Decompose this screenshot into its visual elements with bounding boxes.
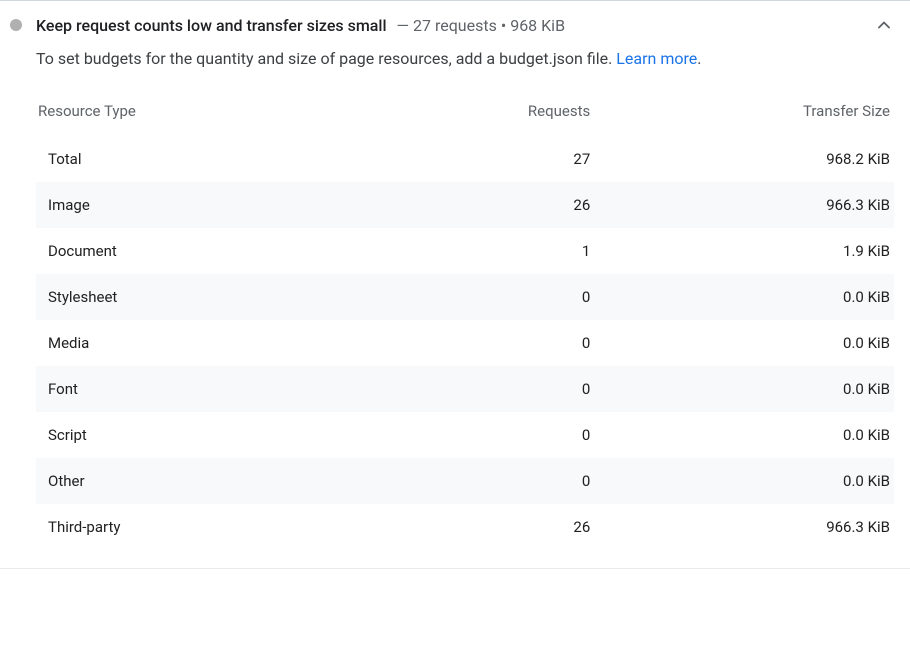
cell-type: Font [36,366,448,412]
cell-size: 0.0 KiB [602,366,894,412]
table-row: Image 26 966.3 KiB [36,182,894,228]
table-row: Script 0 0.0 KiB [36,412,894,458]
table-body: Total 27 968.2 KiB Image 26 966.3 KiB Do… [36,136,894,550]
cell-requests: 0 [448,274,602,320]
chevron-up-icon [874,15,894,35]
cell-requests: 26 [448,182,602,228]
table-header-row: Resource Type Requests Transfer Size [36,92,894,136]
cell-requests: 0 [448,366,602,412]
learn-more-link[interactable]: Learn more [616,49,697,68]
cell-requests: 0 [448,412,602,458]
cell-size: 0.0 KiB [602,274,894,320]
column-header-requests: Requests [448,92,602,136]
cell-requests: 1 [448,228,602,274]
description-text: To set budgets for the quantity and size… [36,49,616,68]
cell-type: Other [36,458,448,504]
table-row: Total 27 968.2 KiB [36,136,894,182]
cell-size: 966.3 KiB [602,504,894,550]
cell-type: Third-party [36,504,448,550]
audit-panel: Keep request counts low and transfer siz… [0,0,910,569]
audit-body: To set budgets for the quantity and size… [0,49,910,568]
table-row: Other 0 0.0 KiB [36,458,894,504]
cell-size: 968.2 KiB [602,136,894,182]
description-suffix: . [697,49,701,68]
table-row: Stylesheet 0 0.0 KiB [36,274,894,320]
cell-size: 0.0 KiB [602,412,894,458]
cell-type: Image [36,182,448,228]
cell-requests: 0 [448,320,602,366]
table-row: Document 1 1.9 KiB [36,228,894,274]
table-row: Media 0 0.0 KiB [36,320,894,366]
cell-type: Total [36,136,448,182]
summary-text: 27 requests • 968 KiB [413,16,565,35]
cell-type: Document [36,228,448,274]
cell-size: 0.0 KiB [602,458,894,504]
cell-size: 966.3 KiB [602,182,894,228]
cell-type: Script [36,412,448,458]
column-header-type: Resource Type [36,92,448,136]
resource-table: Resource Type Requests Transfer Size Tot… [36,92,894,550]
cell-size: 0.0 KiB [602,320,894,366]
cell-size: 1.9 KiB [602,228,894,274]
audit-summary: — 27 requests • 968 KiB [393,16,565,35]
cell-type: Media [36,320,448,366]
cell-requests: 27 [448,136,602,182]
cell-requests: 26 [448,504,602,550]
table-row: Font 0 0.0 KiB [36,366,894,412]
cell-type: Stylesheet [36,274,448,320]
column-header-size: Transfer Size [602,92,894,136]
audit-header[interactable]: Keep request counts low and transfer siz… [0,1,910,49]
table-row: Third-party 26 966.3 KiB [36,504,894,550]
audit-description: To set budgets for the quantity and size… [36,49,894,68]
cell-requests: 0 [448,458,602,504]
status-dot-icon [10,19,22,31]
summary-separator: — [397,16,410,35]
audit-title: Keep request counts low and transfer siz… [36,16,387,35]
